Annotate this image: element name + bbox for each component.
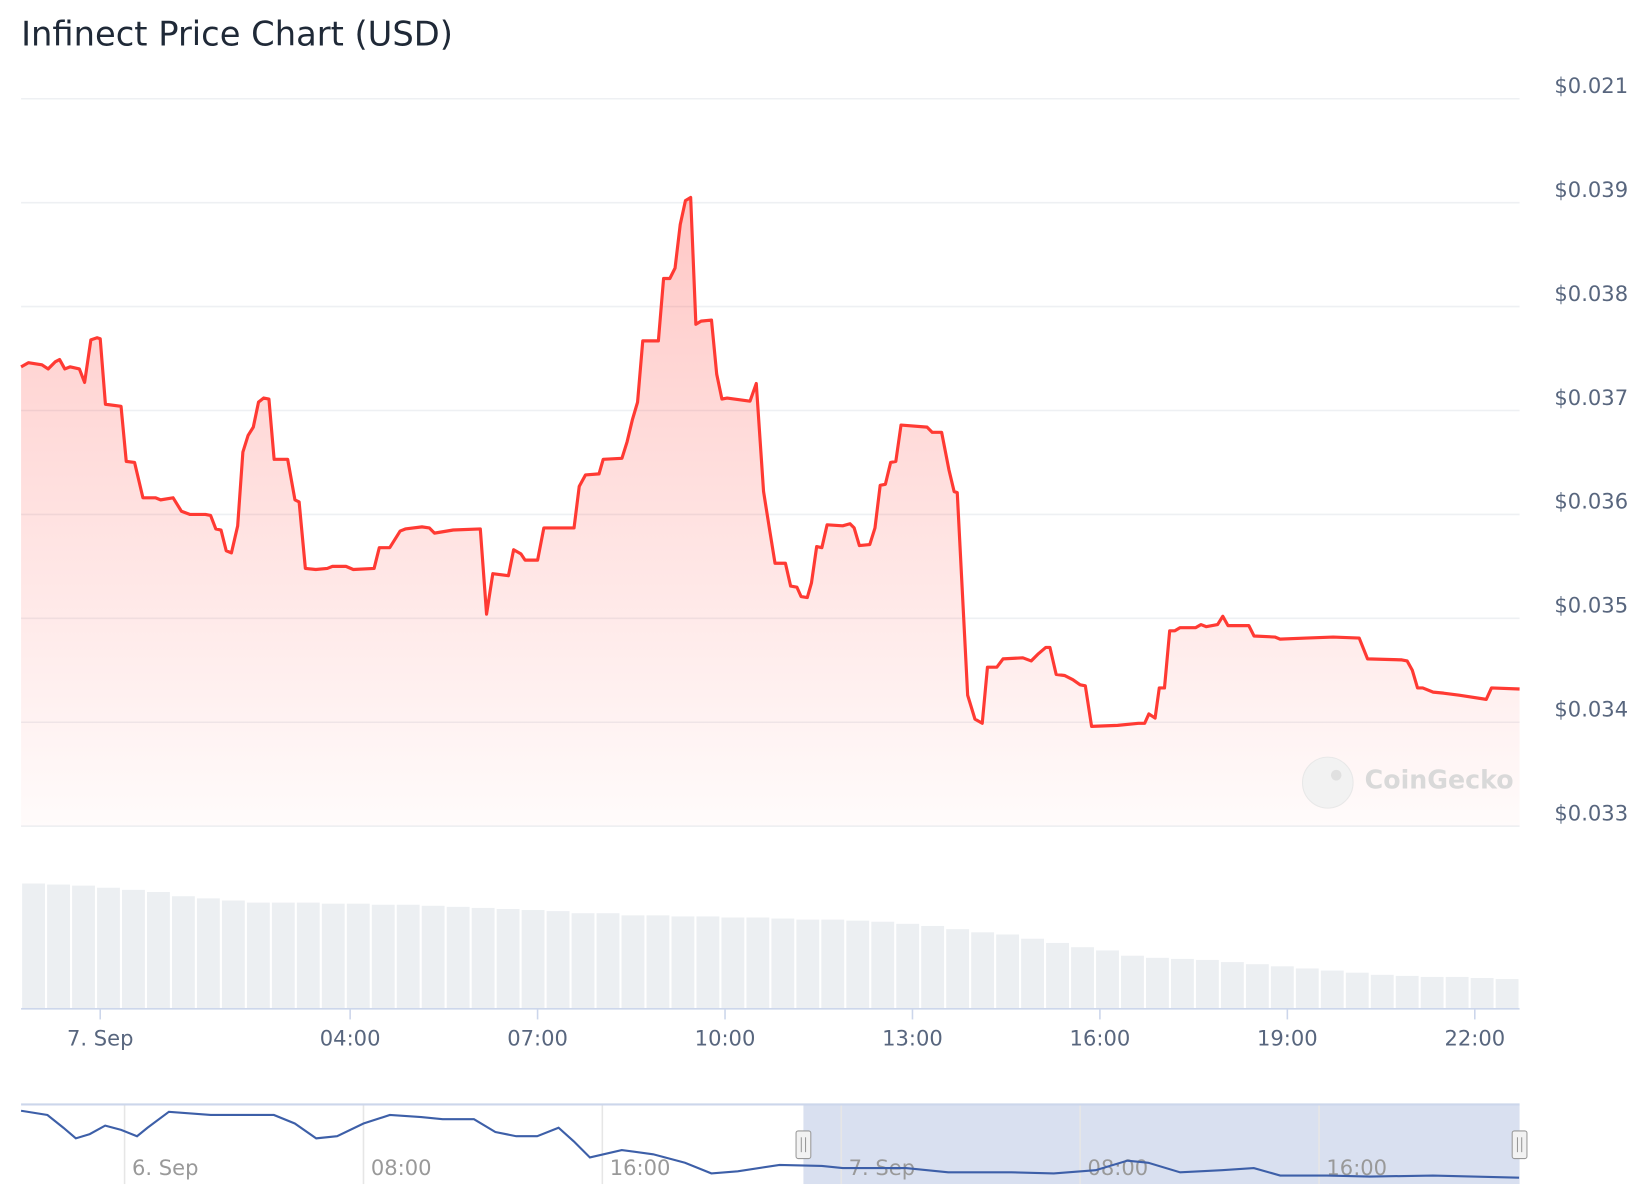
- price-line: [20, 195, 1520, 728]
- volume-bar: [396, 904, 420, 1009]
- x-tick-label: 07:00: [507, 1026, 568, 1051]
- volume-bar: [471, 907, 495, 1009]
- y-tick-label: $0.035: [1554, 593, 1628, 618]
- y-tick-label: $0.034: [1554, 697, 1628, 722]
- volume-bar: [47, 884, 70, 1009]
- volume-bar: [721, 917, 745, 1009]
- volume-bar: [1021, 938, 1044, 1009]
- volume-bar: [1295, 968, 1319, 1009]
- volume-bar: [996, 934, 1020, 1009]
- volume-bar: [346, 903, 370, 1009]
- volume-bar: [1395, 975, 1419, 1009]
- volume-bar: [221, 900, 245, 1009]
- volume-bar: [546, 911, 570, 1009]
- watermark: CoinGecko: [1301, 756, 1514, 809]
- volume-bar: [147, 891, 170, 1009]
- y-tick-label: $0.021: [1554, 73, 1628, 98]
- navigator-tick-label: 16:00: [610, 1155, 671, 1180]
- volume-bar: [696, 916, 720, 1009]
- x-tick-label: 10:00: [695, 1026, 756, 1051]
- volume-bar: [371, 904, 395, 1009]
- volume-bar: [1146, 957, 1169, 1009]
- volume-bar: [921, 925, 945, 1009]
- navigator-tick-label: 08:00: [1088, 1155, 1149, 1180]
- volume-bar: [321, 903, 345, 1009]
- volume-bar: [421, 905, 445, 1009]
- x-tick-label: 16:00: [1070, 1026, 1131, 1051]
- volume-bar: [22, 883, 45, 1009]
- volume-bar: [72, 885, 95, 1009]
- volume-bar: [1071, 947, 1094, 1009]
- volume-bar: [521, 910, 545, 1009]
- volume-bar: [1345, 972, 1369, 1009]
- chart-body: Infinect Price Chart (USD) $0.033 $0.034 $…: [20, 15, 1628, 1185]
- volume-bar: [596, 913, 620, 1009]
- volume-bar: [796, 919, 820, 1009]
- navigator-handle: [795, 1130, 812, 1160]
- volume-bar: [571, 913, 595, 1009]
- y-tick-label: $0.039: [1554, 177, 1628, 202]
- x-tick-label: 22:00: [1444, 1026, 1505, 1051]
- x-tick-label: 7. Sep: [67, 1026, 133, 1051]
- navigator-line: [20, 1109, 1520, 1179]
- volume-bar: [1320, 970, 1344, 1009]
- volume-bar: [971, 932, 995, 1009]
- volume-bar: [1445, 976, 1469, 1009]
- volume-bar: [296, 902, 320, 1009]
- volume-bar: [1195, 959, 1219, 1009]
- navigator-tick-label: 6. Sep: [132, 1155, 198, 1180]
- volume-bar: [1121, 955, 1144, 1009]
- volume-bar: [1245, 964, 1269, 1009]
- navigator-handle: [1511, 1130, 1528, 1160]
- volume-bar: [671, 916, 695, 1009]
- y-tick-label: $0.037: [1554, 385, 1628, 410]
- volume-bar: [1220, 962, 1244, 1009]
- volume-bar: [196, 898, 220, 1009]
- y-tick-label: $0.033: [1554, 800, 1628, 825]
- y-tick-label: $0.038: [1554, 281, 1628, 306]
- volume-bar: [1495, 979, 1519, 1009]
- watermark-text: CoinGecko: [1365, 764, 1514, 794]
- volume-bar: [871, 921, 895, 1009]
- volume-bar: [1470, 978, 1494, 1009]
- volume-bar: [246, 902, 270, 1009]
- volume-bar: [122, 889, 145, 1009]
- volume-bar: [446, 906, 470, 1009]
- chart-title: Infinect Price Chart (USD): [21, 15, 453, 54]
- volume-bar: [1046, 942, 1069, 1009]
- volume-bar: [946, 929, 970, 1009]
- y-tick-label: $0.036: [1554, 489, 1628, 514]
- volume-bar: [97, 887, 120, 1009]
- volume-bar: [746, 917, 770, 1009]
- volume-bar: [271, 902, 295, 1009]
- volume-bar: [1370, 974, 1394, 1009]
- volume-bar: [646, 915, 670, 1009]
- volume-bar: [1170, 958, 1194, 1009]
- x-tick-label: 13:00: [882, 1026, 943, 1051]
- navigator-tick-label: 08:00: [371, 1155, 432, 1180]
- price-area: [21, 197, 1520, 827]
- volume-bar: [171, 896, 195, 1009]
- x-tick-label: 19:00: [1257, 1026, 1318, 1051]
- volume-bar: [771, 918, 795, 1009]
- watermark-logo-eye: [1330, 769, 1342, 781]
- volume-bar: [896, 923, 920, 1009]
- volume-bar: [1270, 966, 1294, 1009]
- x-tick-label: 04:00: [320, 1026, 381, 1051]
- volume-bar: [1096, 950, 1119, 1009]
- volume-bar: [1420, 976, 1444, 1009]
- watermark-logo: [1301, 756, 1354, 809]
- volume-bar: [821, 919, 845, 1009]
- volume-bar: [846, 920, 870, 1009]
- volume-bar: [621, 915, 645, 1009]
- volume-bar: [496, 908, 520, 1009]
